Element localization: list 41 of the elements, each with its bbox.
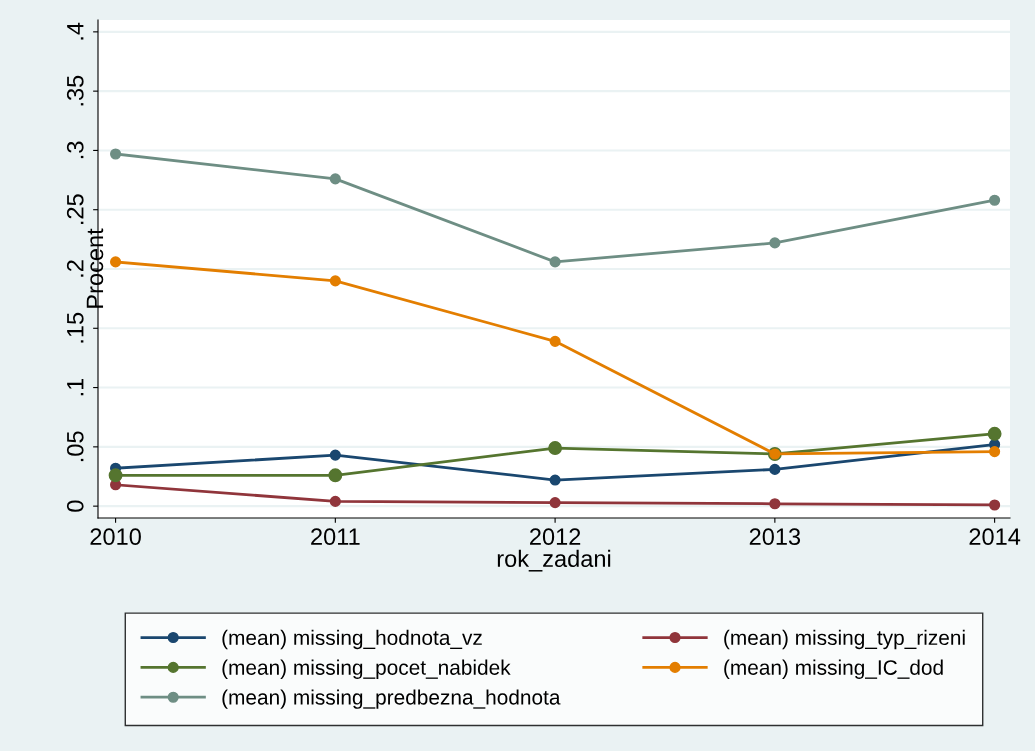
point (329, 173, 341, 185)
point (329, 449, 341, 461)
y-axis-title: Procent (86, 228, 104, 308)
x-tick-label: 2010 (90, 528, 141, 546)
point (549, 474, 561, 486)
point (989, 194, 1001, 206)
legend-label: (mean) missing_pocet_nabidek (222, 659, 511, 679)
point (108, 468, 123, 483)
y-tick-label: .2 (66, 260, 84, 277)
x-tick-label: 2011 (311, 528, 360, 546)
point (329, 275, 341, 287)
y-tick-label: .3 (66, 141, 84, 159)
legend-label: (mean) missing_predbezna_hodnota (222, 689, 561, 709)
legend-label: (mean) missing_typ_rizeni (724, 629, 965, 650)
x-tick-label: 2014 (969, 528, 1021, 546)
point (548, 441, 563, 455)
point (769, 463, 781, 475)
y-tick-label: 0 (66, 500, 84, 512)
point (987, 426, 1002, 441)
y-tick-label: .35 (66, 75, 84, 106)
legend-label: (mean) missing_IC_dod (724, 659, 943, 679)
legend-label: (mean) missing_hodnota_vz (222, 629, 482, 650)
point (989, 446, 1001, 458)
point (328, 468, 343, 483)
point (769, 237, 781, 249)
x-tick-label: 2012 (530, 528, 581, 546)
x-tick-label: 2013 (749, 528, 801, 546)
point (110, 256, 122, 268)
point (549, 497, 561, 509)
point (549, 335, 561, 347)
point (110, 148, 122, 160)
y-tick-label: .4 (67, 22, 84, 40)
point (549, 256, 561, 268)
point (769, 498, 781, 510)
y-tick-label: .05 (66, 431, 84, 462)
point (989, 499, 1001, 511)
y-tick-label: .25 (66, 194, 84, 224)
y-tick-label: .1 (67, 378, 84, 396)
y-tick-label: .15 (67, 312, 84, 343)
x-axis-title: rok_zadani (497, 549, 611, 572)
point (329, 495, 341, 507)
